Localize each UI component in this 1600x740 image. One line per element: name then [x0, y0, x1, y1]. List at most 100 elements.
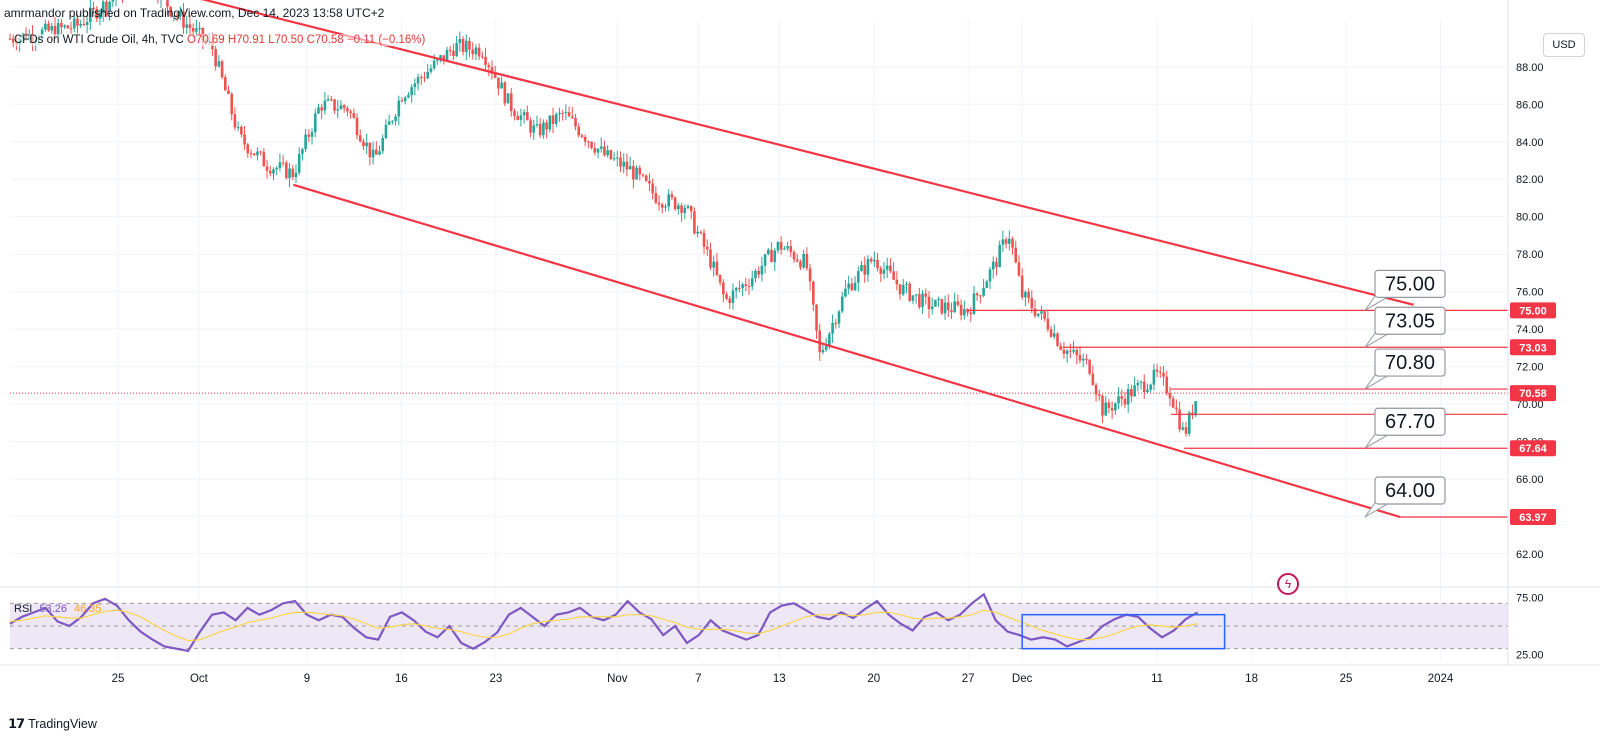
price-tick-label: 86.00: [1516, 99, 1544, 111]
candle-body: [898, 284, 902, 295]
candle-body: [416, 76, 420, 84]
candle-body: [1184, 427, 1188, 434]
candle-body: [561, 112, 564, 114]
candle-body: [349, 111, 352, 114]
candle-body: [111, 0, 115, 2]
candle-body: [532, 125, 536, 133]
candle-body: [1036, 313, 1040, 316]
candle-body: [1004, 239, 1008, 244]
candle-body: [439, 55, 442, 59]
candle-body: [516, 116, 519, 120]
descending-channel[interactable]: [10, 0, 1414, 519]
symbol-name[interactable]: CFDs on WTI Crude Oil, 4h, TVC: [14, 34, 184, 46]
time-axis[interactable]: 25 Oct 9 16 23 Nov 7 13 20 27 Dec 11 18 25 2024: [112, 673, 1454, 685]
candle-body: [551, 115, 555, 124]
tradingview-brand: 𝟭𝟳 TradingView: [8, 716, 97, 732]
candle-body: [538, 124, 542, 136]
candle-body: [1030, 298, 1034, 309]
price-tick-label: 80.00: [1516, 212, 1544, 224]
candle-body: [452, 50, 455, 57]
candle-body: [44, 23, 47, 30]
time-tick-label: 23: [489, 673, 502, 685]
candle-body: [728, 298, 732, 304]
candle-body: [378, 151, 381, 155]
candle-body: [1014, 247, 1018, 263]
candle-body: [330, 99, 333, 101]
candle-body: [956, 301, 960, 305]
price-badge-label: 73.03: [1519, 342, 1547, 354]
candle-body: [191, 27, 195, 32]
candle-body: [799, 261, 802, 268]
candle-body: [593, 147, 597, 153]
candle-body: [654, 193, 658, 203]
time-tick-label: Nov: [607, 673, 628, 685]
candle-body: [554, 114, 558, 124]
candle-body: [1049, 329, 1053, 337]
candle-body: [683, 207, 687, 213]
candle-body: [371, 149, 375, 158]
candle-body: [966, 309, 969, 313]
currency-button[interactable]: USD: [1543, 33, 1585, 57]
rsi-tick-label: 75.00: [1516, 593, 1544, 605]
candle-body: [982, 287, 985, 296]
candle-body: [1101, 395, 1104, 416]
candle-body: [1072, 349, 1075, 352]
lightning-icon[interactable]: ϟ: [1277, 573, 1299, 595]
candle-body: [11, 38, 15, 43]
candle-body: [722, 282, 725, 295]
candle-body: [252, 153, 256, 156]
candle-body: [940, 298, 944, 314]
candle-body: [471, 49, 475, 55]
candle-body: [1159, 371, 1162, 373]
rsi-title[interactable]: RSI: [14, 603, 33, 615]
candle-body: [767, 249, 770, 255]
price-axis[interactable]: 62.0064.0066.0068.0070.0072.0074.0076.00…: [1507, 0, 1556, 665]
candle-body: [1020, 275, 1024, 298]
time-tick-label: 25: [1340, 673, 1353, 685]
candle-body: [648, 180, 651, 184]
candle-body: [795, 259, 799, 262]
candle-body: [256, 151, 259, 156]
callout-label: 73.05: [1385, 310, 1435, 332]
candle-body: [995, 261, 998, 268]
candle-body: [1107, 402, 1111, 408]
candle-body: [818, 330, 822, 353]
rsi-band: [10, 602, 1508, 650]
candle-body: [754, 270, 757, 279]
candle-body: [548, 115, 552, 130]
candle-body: [770, 249, 773, 263]
rsi-legend[interactable]: RSI 53.26 46.35: [14, 603, 102, 615]
candle-body: [53, 26, 57, 38]
candle-body: [972, 293, 976, 315]
price-tick-label: 78.00: [1516, 249, 1544, 261]
candle-body: [760, 265, 764, 275]
candle-body: [1142, 381, 1146, 393]
candle-body: [895, 279, 899, 285]
candle-body: [1126, 389, 1130, 405]
candle-body: [352, 113, 356, 118]
candle-body: [802, 253, 805, 268]
candle-body: [477, 47, 481, 57]
candle-body: [1046, 318, 1050, 330]
candle-body: [265, 166, 269, 171]
candle-body: [1069, 350, 1072, 352]
candle-body: [741, 284, 744, 289]
candle-body: [574, 117, 577, 127]
candle-body: [297, 153, 301, 173]
candle-body: [808, 268, 812, 282]
candle-body: [763, 254, 767, 266]
symbol-legend[interactable]: CFDs on WTI Crude Oil, 4h, TVC O70.69 H7…: [14, 34, 426, 46]
candle-body: [291, 168, 295, 178]
candle-body: [792, 252, 796, 260]
candle-body: [105, 1, 108, 12]
candle-body: [979, 295, 982, 297]
candle-body: [1097, 394, 1101, 396]
candle-body: [699, 231, 703, 233]
candle-body: [172, 15, 176, 17]
candle-body: [1171, 398, 1175, 408]
candle-body: [908, 283, 911, 301]
candle-body: [779, 241, 783, 250]
price-callouts[interactable]: 75.00 73.05 70.80 67.70 64.00: [1364, 269, 1446, 518]
candle-body: [63, 25, 66, 28]
